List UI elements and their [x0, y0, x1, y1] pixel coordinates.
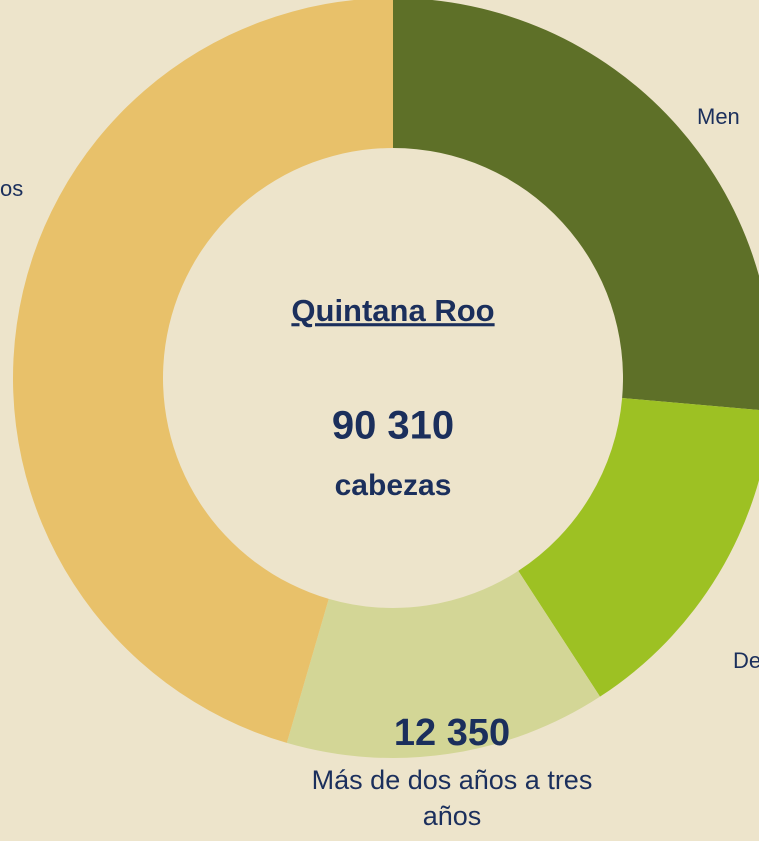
- donut-segment: [286, 570, 600, 758]
- category-label: os: [0, 176, 23, 201]
- category-label: Men: [697, 104, 740, 129]
- total-label: 90 310: [332, 404, 454, 448]
- donut-segment: [393, 0, 759, 410]
- category-label: Más de dos años a tres años: [311, 765, 593, 831]
- value-label: 12 350: [394, 712, 510, 754]
- unit-label: cabezas: [335, 469, 452, 502]
- category-label: De: [733, 648, 759, 673]
- chart-title: Quintana Roo: [291, 293, 494, 328]
- donut-segment: [518, 398, 759, 697]
- donut-segment: [13, 0, 393, 743]
